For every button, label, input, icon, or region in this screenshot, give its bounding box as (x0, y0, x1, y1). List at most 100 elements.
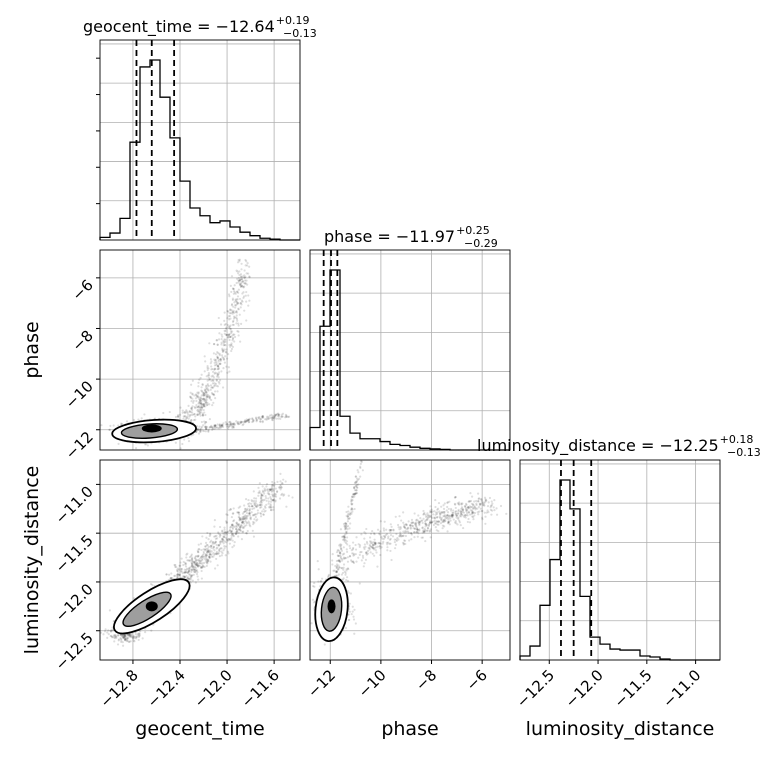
sample-point-phase-vs-luminosity-distance (457, 512, 459, 514)
sample-point-geocent-time-vs-phase (243, 286, 245, 288)
sample-point-phase-vs-luminosity-distance (360, 551, 362, 553)
sample-point-geocent-time-vs-luminosity-distance (279, 497, 281, 499)
sample-point-phase-vs-luminosity-distance (462, 514, 464, 516)
sample-point-geocent-time-vs-phase (225, 351, 227, 353)
sample-point-phase-vs-luminosity-distance (447, 501, 449, 503)
sample-point-geocent-time-vs-phase (201, 383, 203, 385)
sample-point-phase-vs-luminosity-distance (406, 528, 408, 530)
sample-point-geocent-time-vs-luminosity-distance (260, 506, 262, 508)
sample-point-geocent-time-vs-phase (205, 391, 207, 393)
sample-point-phase-vs-luminosity-distance (405, 535, 407, 537)
sample-point-phase-vs-luminosity-distance (365, 551, 367, 553)
sample-point-geocent-time-vs-phase (207, 389, 209, 391)
sample-point-phase-vs-luminosity-distance (472, 508, 474, 510)
sample-point-phase-vs-luminosity-distance (376, 546, 378, 548)
sample-point-geocent-time-vs-phase (217, 373, 219, 375)
sample-point-geocent-time-vs-phase (210, 365, 212, 367)
sample-point-geocent-time-vs-luminosity-distance (188, 560, 190, 562)
sample-point-phase-vs-luminosity-distance (475, 507, 477, 509)
sample-point-geocent-time-vs-phase (208, 376, 210, 378)
sample-point-phase-vs-luminosity-distance (373, 539, 375, 541)
sample-point-geocent-time-vs-phase (231, 275, 233, 277)
sample-point-phase-vs-luminosity-distance (386, 546, 388, 548)
sample-point-phase-vs-luminosity-distance (421, 520, 423, 522)
sample-point-phase-vs-luminosity-distance (436, 523, 438, 525)
sample-point-phase-vs-luminosity-distance (424, 523, 426, 525)
sample-point-geocent-time-vs-luminosity-distance (255, 520, 257, 522)
sample-point-geocent-time-vs-phase (213, 343, 215, 345)
sample-point-phase-vs-luminosity-distance (347, 567, 349, 569)
sample-point-geocent-time-vs-luminosity-distance (186, 559, 188, 561)
sample-point-geocent-time-vs-phase (239, 298, 241, 300)
sample-point-geocent-time-vs-phase (207, 365, 209, 367)
sample-point-phase-vs-luminosity-distance (422, 526, 424, 528)
sample-point-phase-vs-luminosity-distance (481, 510, 483, 512)
sample-point-phase-vs-luminosity-distance (487, 511, 489, 513)
sample-point-phase-vs-luminosity-distance (357, 471, 359, 473)
title-geocent-time-minus: −0.13 (283, 27, 317, 40)
sample-point-geocent-time-vs-luminosity-distance (265, 504, 267, 506)
sample-point-phase-vs-luminosity-distance (371, 530, 373, 532)
sample-point-phase-vs-luminosity-distance (310, 622, 312, 624)
sample-point-geocent-time-vs-phase (191, 393, 193, 395)
sample-point-phase-vs-luminosity-distance (351, 552, 353, 554)
sample-point-geocent-time-vs-luminosity-distance (175, 566, 177, 568)
sample-point-geocent-time-vs-luminosity-distance (114, 634, 116, 636)
sample-point-phase-vs-luminosity-distance (348, 527, 350, 529)
sample-point-geocent-time-vs-luminosity-distance (108, 633, 110, 635)
sample-point-geocent-time-vs-luminosity-distance (270, 501, 272, 503)
sample-point-phase-vs-luminosity-distance (450, 509, 452, 511)
sample-point-geocent-time-vs-luminosity-distance (249, 525, 251, 527)
sample-point-geocent-time-vs-luminosity-distance (144, 631, 146, 633)
sample-point-phase-vs-luminosity-distance (432, 513, 434, 515)
sample-point-geocent-time-vs-phase (229, 308, 231, 310)
sample-point-geocent-time-vs-phase (237, 323, 239, 325)
sample-point-phase-vs-luminosity-distance (369, 536, 371, 538)
sample-point-geocent-time-vs-luminosity-distance (196, 571, 198, 573)
sample-point-phase-vs-luminosity-distance (363, 538, 365, 540)
sample-point-geocent-time-vs-phase (194, 415, 196, 417)
sample-point-geocent-time-vs-luminosity-distance (233, 545, 235, 547)
sample-point-geocent-time-vs-phase (248, 266, 250, 268)
sample-point-geocent-time-vs-phase (108, 429, 110, 431)
sample-point-phase-vs-luminosity-distance (392, 529, 394, 531)
sample-point-geocent-time-vs-phase (207, 369, 209, 371)
sample-point-geocent-time-vs-phase (175, 416, 177, 418)
sample-point-geocent-time-vs-phase (262, 416, 264, 418)
sample-point-phase-vs-luminosity-distance (443, 525, 445, 527)
sample-point-geocent-time-vs-phase (223, 320, 225, 322)
sample-point-geocent-time-vs-phase (221, 336, 223, 338)
sample-point-geocent-time-vs-luminosity-distance (249, 505, 251, 507)
sample-point-phase-vs-luminosity-distance (370, 533, 372, 535)
sample-point-geocent-time-vs-luminosity-distance (274, 493, 276, 495)
sample-point-geocent-time-vs-phase (206, 426, 208, 428)
sample-point-geocent-time-vs-luminosity-distance (207, 544, 209, 546)
sample-point-phase-vs-luminosity-distance (343, 546, 345, 548)
sample-point-geocent-time-vs-phase (205, 428, 207, 430)
sample-point-phase-vs-luminosity-distance (401, 535, 403, 537)
sample-point-geocent-time-vs-phase (241, 278, 243, 280)
sample-point-geocent-time-vs-phase (272, 419, 274, 421)
sample-point-geocent-time-vs-phase (217, 344, 219, 346)
sample-point-phase-vs-luminosity-distance (374, 533, 376, 535)
sample-point-geocent-time-vs-phase (191, 398, 193, 400)
sample-point-phase-vs-luminosity-distance (404, 540, 406, 542)
sample-point-geocent-time-vs-phase (237, 261, 239, 263)
sample-point-phase-vs-luminosity-distance (427, 514, 429, 516)
sample-point-geocent-time-vs-luminosity-distance (233, 519, 235, 521)
sample-point-geocent-time-vs-phase (210, 389, 212, 391)
sample-point-geocent-time-vs-phase (280, 416, 282, 418)
sample-point-geocent-time-vs-luminosity-distance (201, 570, 203, 572)
sample-point-phase-vs-luminosity-distance (390, 523, 392, 525)
sample-point-phase-vs-luminosity-distance (449, 519, 451, 521)
sample-point-geocent-time-vs-phase (232, 306, 234, 308)
sample-point-geocent-time-vs-luminosity-distance (191, 565, 193, 567)
sample-point-geocent-time-vs-phase (230, 285, 232, 287)
sample-point-phase-vs-luminosity-distance (366, 543, 368, 545)
sample-point-geocent-time-vs-luminosity-distance (255, 516, 257, 518)
sample-point-geocent-time-vs-phase (193, 400, 195, 402)
sample-point-phase-vs-luminosity-distance (437, 530, 439, 532)
sample-point-phase-vs-luminosity-distance (477, 511, 479, 513)
sample-point-phase-vs-luminosity-distance (376, 566, 378, 568)
sample-point-phase-vs-luminosity-distance (400, 519, 402, 521)
